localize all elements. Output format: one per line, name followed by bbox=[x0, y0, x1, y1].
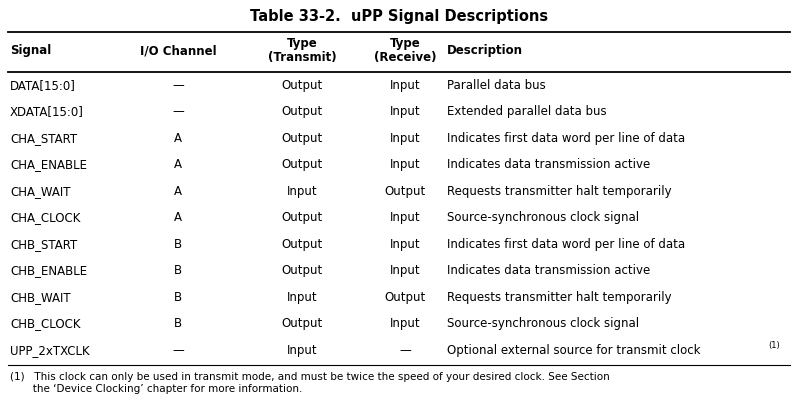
Text: Source-synchronous clock signal: Source-synchronous clock signal bbox=[447, 317, 639, 330]
Text: Type
(Transmit): Type (Transmit) bbox=[268, 37, 336, 64]
Text: A: A bbox=[174, 132, 182, 145]
Text: A: A bbox=[174, 211, 182, 224]
Text: CHB_CLOCK: CHB_CLOCK bbox=[10, 317, 81, 330]
Text: Output: Output bbox=[281, 238, 323, 251]
Text: Output: Output bbox=[281, 79, 323, 92]
Text: Indicates data transmission active: Indicates data transmission active bbox=[447, 158, 650, 171]
Text: Output: Output bbox=[281, 132, 323, 145]
Text: Input: Input bbox=[287, 185, 317, 198]
Text: Input: Input bbox=[287, 291, 317, 304]
Text: —: — bbox=[172, 344, 184, 357]
Text: Type
(Receive): Type (Receive) bbox=[374, 37, 436, 64]
Text: A: A bbox=[174, 185, 182, 198]
Text: Table 33-2.  uPP Signal Descriptions: Table 33-2. uPP Signal Descriptions bbox=[250, 10, 549, 25]
Text: Input: Input bbox=[390, 317, 420, 330]
Text: Indicates first data word per line of data: Indicates first data word per line of da… bbox=[447, 132, 685, 145]
Text: CHB_ENABLE: CHB_ENABLE bbox=[10, 264, 87, 277]
Text: CHA_ENABLE: CHA_ENABLE bbox=[10, 158, 87, 171]
Text: Optional external source for transmit clock: Optional external source for transmit cl… bbox=[447, 344, 701, 357]
Text: —: — bbox=[172, 105, 184, 118]
Text: Description: Description bbox=[447, 44, 523, 57]
Text: UPP_2xTXCLK: UPP_2xTXCLK bbox=[10, 344, 89, 357]
Text: Output: Output bbox=[384, 185, 426, 198]
Text: Input: Input bbox=[390, 132, 420, 145]
Text: —: — bbox=[172, 79, 184, 92]
Text: Extended parallel data bus: Extended parallel data bus bbox=[447, 105, 606, 118]
Text: Input: Input bbox=[287, 344, 317, 357]
Text: B: B bbox=[174, 238, 182, 251]
Text: CHB_WAIT: CHB_WAIT bbox=[10, 291, 70, 304]
Text: Input: Input bbox=[390, 264, 420, 277]
Text: B: B bbox=[174, 264, 182, 277]
Text: Output: Output bbox=[281, 264, 323, 277]
Text: XDATA[15:0]: XDATA[15:0] bbox=[10, 105, 84, 118]
Text: Indicates data transmission active: Indicates data transmission active bbox=[447, 264, 650, 277]
Text: (1)   This clock can only be used in transmit mode, and must be twice the speed : (1) This clock can only be used in trans… bbox=[10, 373, 610, 382]
Text: Requests transmitter halt temporarily: Requests transmitter halt temporarily bbox=[447, 291, 672, 304]
Text: Output: Output bbox=[281, 158, 323, 171]
Text: Output: Output bbox=[281, 317, 323, 330]
Text: —: — bbox=[400, 344, 411, 357]
Text: Input: Input bbox=[390, 79, 420, 92]
Text: B: B bbox=[174, 317, 182, 330]
Text: Output: Output bbox=[384, 291, 426, 304]
Text: Input: Input bbox=[390, 211, 420, 224]
Text: (1): (1) bbox=[769, 341, 780, 350]
Text: Signal: Signal bbox=[10, 44, 51, 57]
Text: CHA_WAIT: CHA_WAIT bbox=[10, 185, 70, 198]
Text: CHA_CLOCK: CHA_CLOCK bbox=[10, 211, 81, 224]
Text: Input: Input bbox=[390, 238, 420, 251]
Text: Output: Output bbox=[281, 211, 323, 224]
Text: Input: Input bbox=[390, 105, 420, 118]
Text: CHA_START: CHA_START bbox=[10, 132, 78, 145]
Text: Parallel data bus: Parallel data bus bbox=[447, 79, 546, 92]
Text: DATA[15:0]: DATA[15:0] bbox=[10, 79, 76, 92]
Text: A: A bbox=[174, 158, 182, 171]
Text: the ‘Device Clocking’ chapter for more information.: the ‘Device Clocking’ chapter for more i… bbox=[10, 384, 302, 394]
Text: Input: Input bbox=[390, 158, 420, 171]
Text: B: B bbox=[174, 291, 182, 304]
Text: Output: Output bbox=[281, 105, 323, 118]
Text: Source-synchronous clock signal: Source-synchronous clock signal bbox=[447, 211, 639, 224]
Text: CHB_START: CHB_START bbox=[10, 238, 78, 251]
Text: Indicates first data word per line of data: Indicates first data word per line of da… bbox=[447, 238, 685, 251]
Text: Requests transmitter halt temporarily: Requests transmitter halt temporarily bbox=[447, 185, 672, 198]
Text: I/O Channel: I/O Channel bbox=[140, 44, 217, 57]
